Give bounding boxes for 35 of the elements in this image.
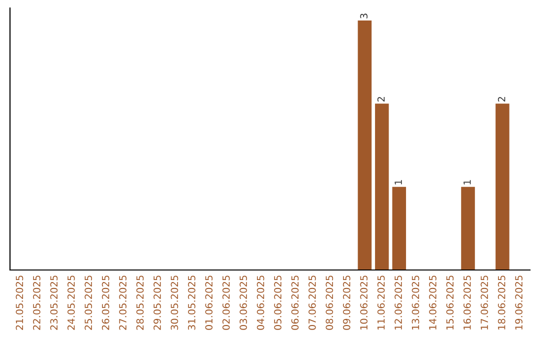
data-label: 1 <box>464 180 471 184</box>
x-tick-label: 28.05.2025 <box>136 276 144 330</box>
x-tick-label: 26.05.2025 <box>102 276 110 330</box>
x-tick-label: 09.06.2025 <box>342 276 350 330</box>
x-tick-label: 02.06.2025 <box>222 276 230 330</box>
x-tick-label: 14.06.2025 <box>429 276 436 330</box>
x-tick-label: 27.05.2025 <box>119 276 126 330</box>
x-tick-label: 10.06.2025 <box>360 276 368 330</box>
x-tick-label: 19.06.2025 <box>515 276 522 330</box>
x-tick-label: 23.05.2025 <box>50 276 58 330</box>
x-tick-label: 31.05.2025 <box>188 276 196 330</box>
x-tick-label: 04.06.2025 <box>256 276 264 330</box>
x-tick-label: 07.06.2025 <box>308 276 316 330</box>
data-label: 1 <box>394 180 402 184</box>
x-tick-label: 18.06.2025 <box>498 276 506 330</box>
x-tick-label: 03.06.2025 <box>240 276 247 330</box>
x-tick-label: 25.05.2025 <box>84 276 92 330</box>
x-tick-label: 16.06.2025 <box>463 276 471 330</box>
x-tick-label: 21.05.2025 <box>16 276 24 330</box>
x-tick-label: 24.05.2025 <box>67 276 75 330</box>
data-label: 2 <box>377 97 385 102</box>
data-label: 2 <box>498 97 506 102</box>
x-tick-label: 12.06.2025 <box>394 276 402 330</box>
x-tick-label: 30.05.2025 <box>170 276 178 330</box>
x-tick-label: 17.06.2025 <box>480 276 488 330</box>
x-tick-label: 29.05.2025 <box>154 276 161 330</box>
x-tick-label: 01.06.2025 <box>205 276 213 330</box>
x-tick-label: 06.06.2025 <box>291 276 299 330</box>
data-label: 3 <box>360 14 368 18</box>
x-tick-label: 22.05.2025 <box>33 276 40 330</box>
x-tick-label: 08.06.2025 <box>326 276 334 330</box>
x-tick-label: 05.06.2025 <box>274 276 282 330</box>
x-tick-label: 13.06.2025 <box>412 276 420 330</box>
x-tick-label: 11.06.2025 <box>377 276 385 330</box>
x-tick-label: 15.06.2025 <box>446 276 454 330</box>
